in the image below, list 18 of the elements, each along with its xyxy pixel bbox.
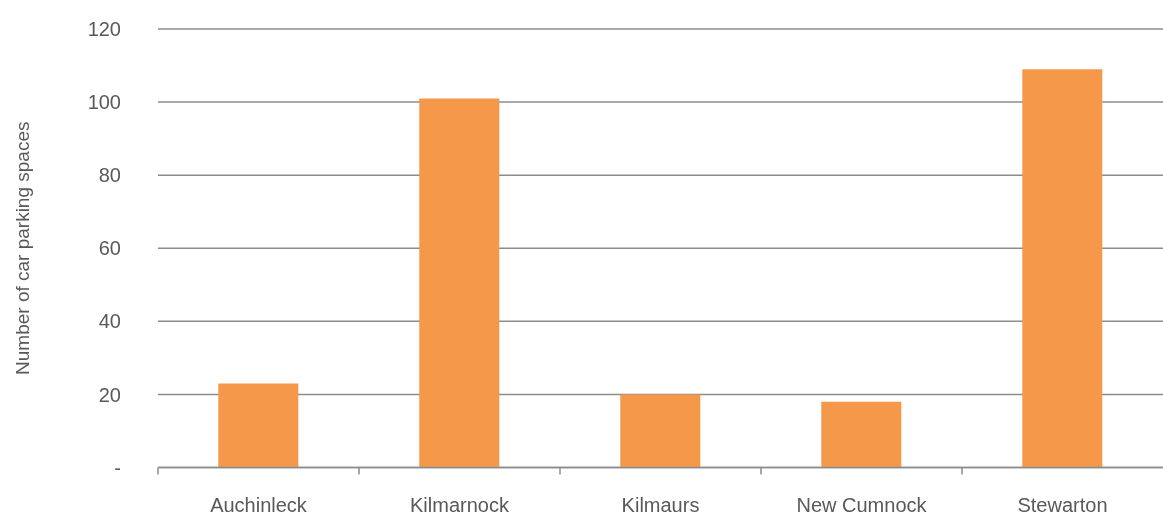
- y-tick-label: 80: [98, 164, 121, 187]
- y-tick-label: 60: [98, 237, 121, 260]
- x-tick-label: New Cumnock: [796, 493, 928, 516]
- y-tick-label: 120: [87, 18, 121, 41]
- y-tick-label: -: [114, 456, 121, 479]
- y-tick-label: 20: [98, 383, 121, 406]
- x-tick-label: Auchinleck: [210, 493, 308, 516]
- y-axis-title: Number of car parking spaces: [11, 121, 33, 375]
- y-tick-label: 100: [87, 91, 121, 114]
- bar: [620, 394, 701, 468]
- x-tick-label: Kilmaurs: [621, 493, 700, 516]
- bar: [419, 98, 500, 468]
- bar: [1022, 69, 1103, 468]
- x-tick-label: Stewarton: [1017, 493, 1108, 516]
- y-tick-label: 40: [98, 310, 121, 333]
- x-tick-label: Kilmarnock: [410, 493, 510, 516]
- bar: [218, 383, 299, 468]
- bar: [821, 401, 902, 468]
